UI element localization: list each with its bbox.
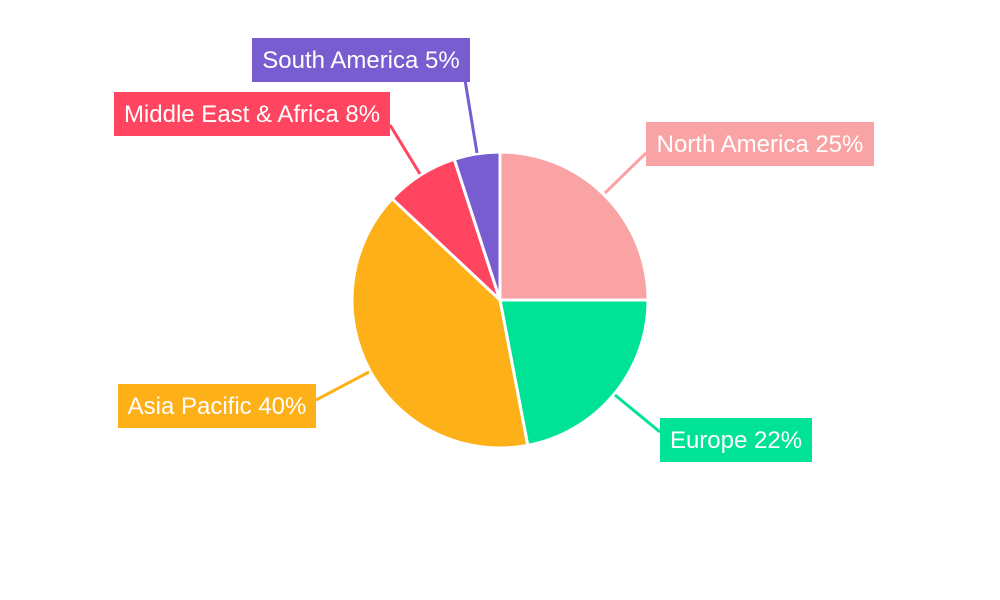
data-label: South America 5%	[252, 38, 470, 82]
leader-line	[315, 370, 370, 402]
pie-slice-south-america[interactable]	[452, 150, 502, 302]
data-label-background	[660, 418, 812, 462]
pie-slice-asia-pacific[interactable]	[350, 197, 530, 450]
data-label-background	[118, 384, 316, 428]
data-label: Asia Pacific 40%	[118, 384, 316, 428]
data-label-background	[114, 92, 390, 136]
pie-slice-north-america[interactable]	[498, 150, 650, 302]
data-label-text: North America 25%	[657, 131, 864, 158]
leader-line	[603, 151, 648, 195]
data-label-text: Middle East & Africa 8%	[124, 101, 380, 128]
data-label-text: South America 5%	[262, 47, 459, 74]
data-label-text: Europe 22%	[670, 427, 802, 454]
leader-line	[388, 124, 422, 175]
pie-slice-europe[interactable]	[498, 298, 650, 447]
data-label: North America 25%	[646, 122, 874, 166]
data-label-background	[646, 122, 874, 166]
data-label: Middle East & Africa 8%	[114, 92, 390, 136]
data-label: Europe 22%	[660, 418, 812, 462]
leader-line	[463, 79, 479, 154]
leader-line	[614, 393, 661, 434]
data-label-text: Asia Pacific 40%	[128, 393, 307, 420]
data-label-background	[252, 38, 470, 82]
